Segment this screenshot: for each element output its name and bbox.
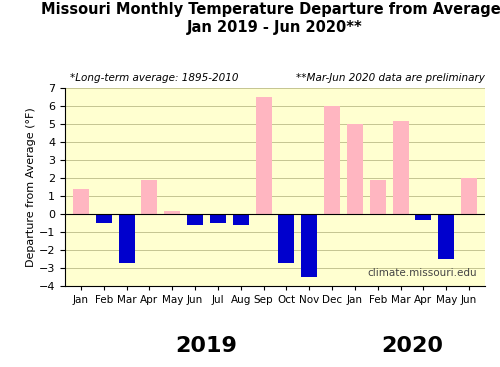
Text: Jan 2019 - Jun 2020**: Jan 2019 - Jun 2020** [187,20,363,35]
Bar [73,189,89,214]
Text: 2019: 2019 [176,336,238,356]
Bar [278,214,294,263]
Bar [370,180,386,214]
Bar [301,214,317,277]
Bar [392,120,408,214]
Bar [324,106,340,214]
Bar [416,214,432,219]
Text: Missouri Monthly Temperature Departure from Average*: Missouri Monthly Temperature Departure f… [41,2,500,17]
Text: 2020: 2020 [381,336,443,356]
Bar [142,180,158,214]
Bar [256,97,272,214]
Bar [210,214,226,223]
Bar [347,124,363,214]
Bar [461,178,477,214]
Bar [438,214,454,259]
Y-axis label: Departure from Average (°F): Departure from Average (°F) [26,107,36,267]
Bar [233,214,249,225]
Text: *Long-term average: 1895-2010: *Long-term average: 1895-2010 [70,73,238,83]
Text: **Mar-Jun 2020 data are preliminary: **Mar-Jun 2020 data are preliminary [296,73,485,83]
Text: climate.missouri.edu: climate.missouri.edu [367,268,476,278]
Bar [118,214,134,263]
Bar [187,214,203,225]
Bar [164,211,180,214]
Bar [96,214,112,223]
